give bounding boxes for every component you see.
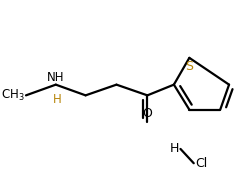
Text: O: O (142, 107, 152, 120)
Text: H: H (52, 93, 61, 106)
Text: CH$_3$: CH$_3$ (1, 88, 25, 103)
Text: S: S (185, 60, 193, 73)
Text: Cl: Cl (195, 157, 207, 170)
Text: NH: NH (47, 71, 65, 84)
Text: H: H (170, 142, 179, 156)
